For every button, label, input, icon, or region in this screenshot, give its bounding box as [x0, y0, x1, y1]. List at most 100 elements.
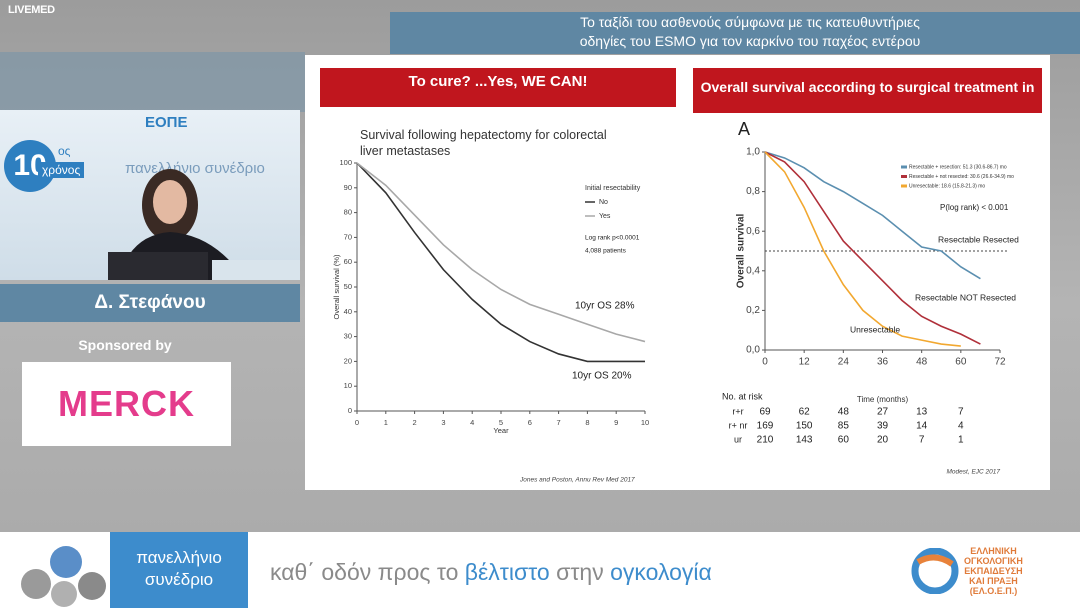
annotation: 10yr OS 20%	[572, 371, 632, 382]
x-tick-label: 1	[384, 418, 388, 427]
y-tick-label: 90	[344, 183, 352, 192]
source: Jones and Poston, Annu Rev Med 2017	[519, 477, 635, 484]
risk-value: 150	[796, 421, 813, 432]
y-tick-label: 0,2	[746, 305, 760, 316]
event-box: πανελλήνιο συνέδριο	[110, 532, 248, 608]
slogan-part: ογκολογία	[610, 559, 712, 585]
org-line: ΚΑΙ ΠΡΑΞΗ	[969, 576, 1018, 586]
org-line: ΕΚΠΑΙΔΕΥΣΗ	[964, 566, 1023, 576]
y-tick-label: 20	[344, 356, 352, 365]
y-tick-label: 40	[344, 307, 352, 316]
risk-value: 143	[796, 435, 813, 446]
event-line: συνέδριο	[144, 570, 214, 589]
org-name: ΕΛΛΗΝΙΚΗ ΟΓΚΟΛΟΓΙΚΗ ΕΚΠΑΙΔΕΥΣΗ ΚΑΙ ΠΡΑΞΗ…	[964, 546, 1023, 596]
x-tick-label: 0	[355, 418, 359, 427]
x-tick-label: 4	[470, 418, 474, 427]
legend-label: Unresectable: 18.6 (15.8-21.3) mo	[909, 183, 985, 189]
y-axis-label: Overall survival (%)	[332, 254, 341, 320]
risk-value: 1	[958, 435, 964, 446]
legend-title: Initial resectability	[585, 185, 641, 192]
legend-label: Resectable + not resected: 30.6 (26.6-34…	[909, 174, 1014, 180]
risk-value: 7	[958, 407, 964, 418]
footer: πανελλήνιο συνέδριο καθ΄ οδόν προς το βέ…	[0, 532, 1080, 608]
x-tick-label: 12	[799, 357, 811, 368]
y-tick-label: 50	[344, 282, 352, 291]
y-tick-label: 1,0	[746, 147, 760, 158]
org-line: ΕΛΛΗΝΙΚΗ	[970, 546, 1017, 556]
legend-label: No	[599, 199, 608, 206]
annotation: 4,088 patients	[585, 248, 627, 255]
risk-value: 7	[919, 435, 925, 446]
laptop	[108, 252, 208, 280]
annotation: Unresectable	[850, 324, 900, 334]
risk-value: 48	[838, 407, 850, 418]
risk-value: 39	[877, 421, 889, 432]
org-emblem	[911, 548, 959, 594]
y-tick-label: 0,0	[746, 345, 760, 356]
panel-label: A	[738, 119, 750, 139]
risk-title: No. at risk	[722, 391, 763, 401]
logo: LIVEMED	[8, 4, 55, 16]
series-line	[764, 151, 981, 280]
legend-label: Resectable + resection: 51.3 (30.6-86.7)…	[909, 164, 1007, 170]
risk-value: 62	[799, 407, 811, 418]
emblem-arc	[916, 554, 954, 567]
annotation: 10yr OS 28%	[575, 301, 635, 312]
badge-years: χρόνος	[38, 162, 85, 178]
y-tick-label: 0	[348, 406, 352, 415]
chart-title: Survival following hepatectomy for color…	[360, 128, 607, 158]
risk-row-label: r+ nr	[729, 420, 748, 430]
y-tick-label: 0,4	[746, 265, 760, 276]
figure	[51, 581, 77, 607]
y-tick-label: 0,8	[746, 186, 760, 197]
risk-value: 169	[757, 421, 774, 432]
x-tick-label: 60	[955, 357, 967, 368]
y-tick-label: 30	[344, 332, 352, 341]
face	[153, 180, 187, 224]
speaker-name: Δ. Στεφάνου	[0, 284, 300, 322]
x-tick-label: 9	[614, 418, 618, 427]
x-tick-label: 3	[441, 418, 445, 427]
risk-value: 69	[759, 407, 771, 418]
figure	[21, 569, 51, 599]
source: Modest, EJC 2017	[947, 469, 1001, 476]
y-axis-label: Overall survival	[736, 214, 747, 289]
panel-header: To cure? ...Yes, WE CAN!	[320, 68, 676, 107]
title-band	[390, 12, 1080, 54]
x-axis-label: Year	[493, 426, 509, 435]
risk-value: 13	[916, 407, 928, 418]
series-line	[356, 162, 645, 363]
legend-label: Yes	[599, 213, 611, 220]
org-logo: ΕΟΠΕ	[145, 114, 188, 131]
sponsor-logo: MERCK	[22, 362, 231, 446]
slide	[305, 55, 1050, 490]
y-tick-label: 60	[344, 257, 352, 266]
annotation: Resectable Resected	[938, 234, 1019, 244]
x-tick-label: 48	[916, 357, 928, 368]
annotation: Log rank p<0.0001	[585, 235, 640, 242]
emblem-ring	[911, 548, 959, 594]
risk-value: 20	[877, 435, 889, 446]
x-tick-label: 5	[499, 418, 503, 427]
x-tick-label: 72	[994, 357, 1006, 368]
risk-row-label: r+r	[732, 406, 743, 416]
x-tick-label: 7	[557, 418, 561, 427]
risk-value: 4	[958, 421, 964, 432]
speaker-video: 10 ος χρόνος ΕΟΠΕ πανελλήνιο συνέδριο	[0, 110, 300, 280]
risk-value: 85	[838, 421, 850, 432]
slogan-part: καθ΄ οδόν προς το	[270, 559, 465, 585]
slogan-part: βέλτιστο	[464, 559, 550, 585]
x-tick-label: 36	[877, 357, 889, 368]
series-line	[764, 151, 981, 345]
y-tick-label: 70	[344, 232, 352, 241]
x-tick-label: 6	[528, 418, 532, 427]
panel-header: Overall survival according to surgical t…	[693, 68, 1042, 133]
x-tick-label: 10	[641, 418, 649, 427]
slogan-part: στην	[549, 559, 611, 585]
x-tick-label: 8	[585, 418, 589, 427]
y-tick-label: 80	[344, 208, 352, 217]
speaker	[108, 169, 300, 280]
band	[0, 52, 305, 112]
x-axis-label: Time (months)	[857, 395, 909, 404]
